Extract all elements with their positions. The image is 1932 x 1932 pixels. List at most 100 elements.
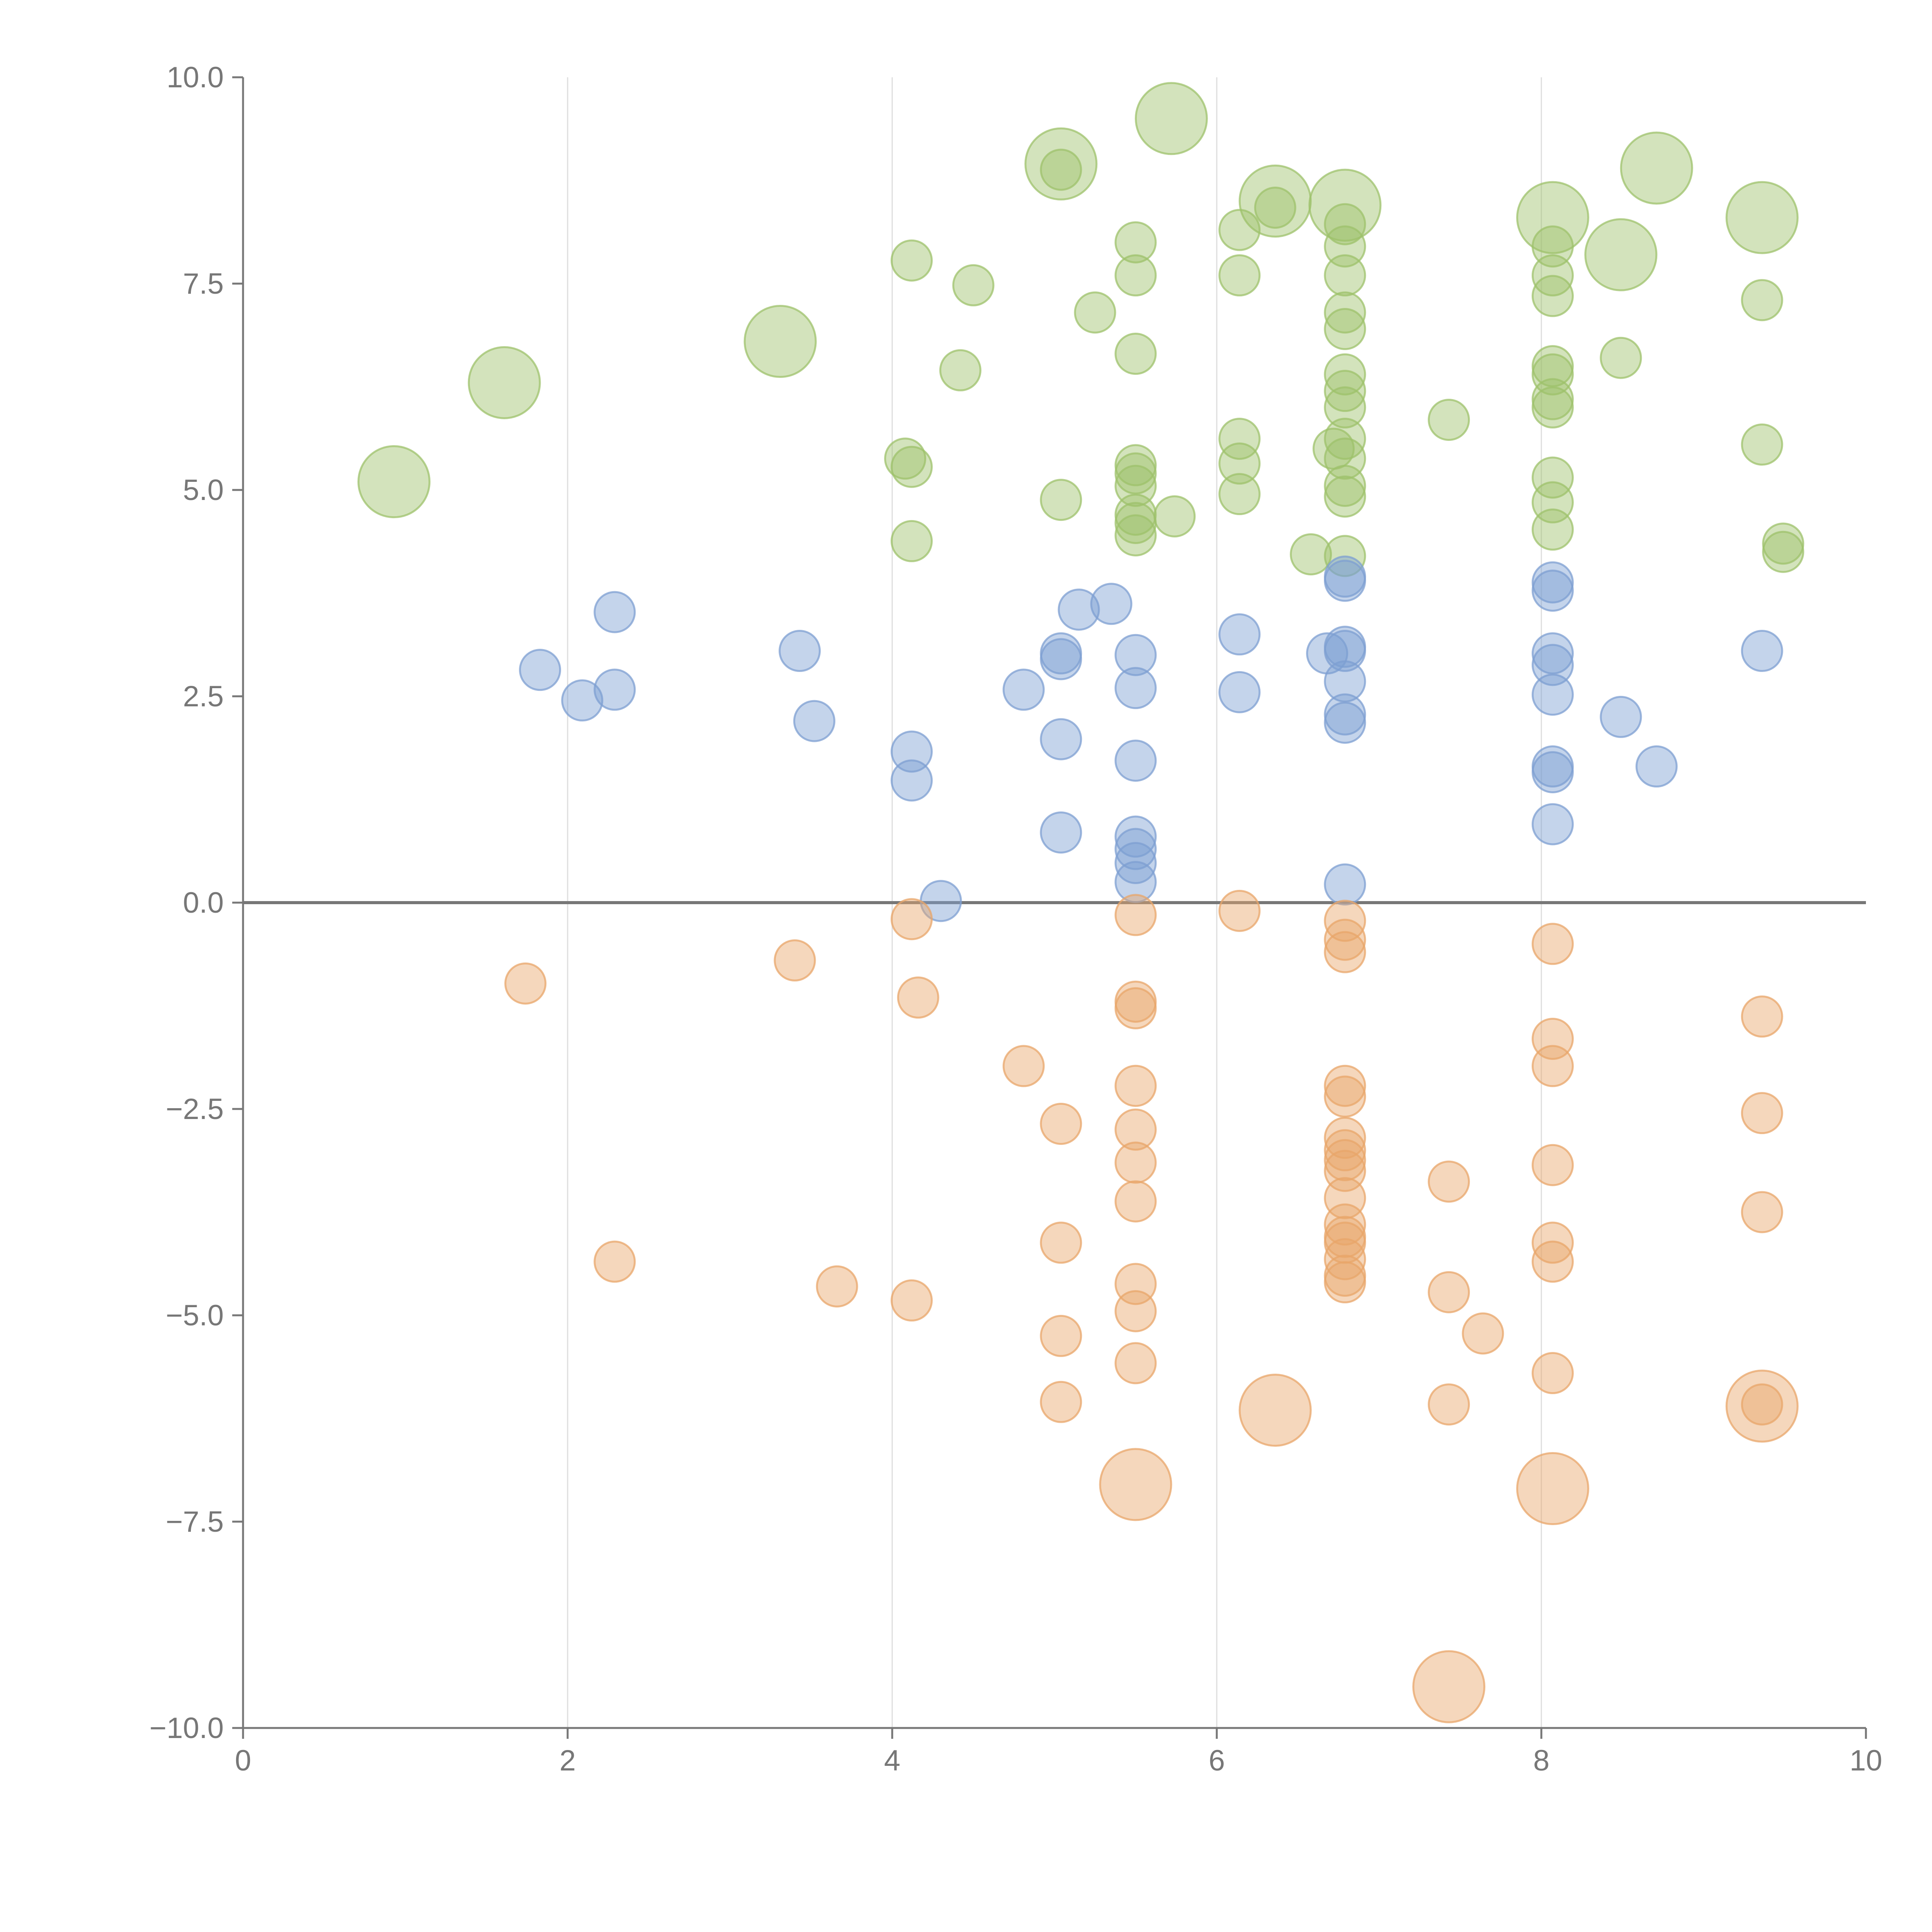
- point-green-52: [1531, 225, 1574, 268]
- point-orange-28: [1324, 900, 1366, 942]
- point-blue-5: [793, 700, 835, 742]
- point-green-0: [357, 445, 431, 519]
- point-green-59: [1531, 456, 1574, 499]
- y-tick-label-5: −2.5: [166, 1093, 224, 1126]
- point-green-12: [952, 264, 995, 306]
- point-blue-36: [1531, 632, 1574, 675]
- point-green-51: [1428, 398, 1470, 441]
- point-green-13: [939, 349, 981, 391]
- point-blue-20: [1114, 828, 1157, 870]
- point-orange-13: [1040, 1102, 1082, 1145]
- point-green-34: [1218, 473, 1261, 515]
- point-blue-27: [1324, 560, 1366, 602]
- point-orange-15: [1040, 1315, 1082, 1357]
- point-green-3: [1024, 127, 1098, 201]
- point-blue-30: [1324, 660, 1366, 703]
- point-orange-53: [1531, 1240, 1574, 1283]
- y-tick-label-8: −10.0: [150, 1712, 224, 1745]
- point-orange-2: [1412, 1650, 1486, 1723]
- point-blue-35: [1531, 570, 1574, 612]
- point-green-22: [1114, 333, 1157, 375]
- data-points: [357, 82, 1804, 1723]
- point-green-19: [1074, 291, 1116, 334]
- point-orange-0: [1099, 1448, 1172, 1521]
- point-blue-6: [890, 730, 933, 773]
- point-green-17: [1040, 148, 1082, 191]
- point-green-31: [1218, 254, 1261, 297]
- y-tick-label-3: 2.5: [183, 680, 224, 713]
- point-orange-35: [1324, 1139, 1366, 1181]
- point-green-38: [1324, 203, 1366, 245]
- point-blue-4: [779, 630, 821, 672]
- point-blue-23: [1218, 613, 1261, 656]
- point-orange-47: [1462, 1312, 1504, 1355]
- point-orange-23: [1114, 1180, 1157, 1223]
- x-tick-label-3: 6: [1209, 1744, 1225, 1777]
- point-orange-10: [897, 976, 939, 1019]
- point-blue-2: [594, 591, 636, 633]
- point-green-1: [468, 346, 541, 419]
- point-blue-32: [1324, 701, 1366, 744]
- point-blue-41: [1531, 803, 1574, 845]
- point-blue-7: [890, 759, 933, 802]
- point-green-44: [1324, 370, 1366, 412]
- x-tick-label-1: 2: [560, 1744, 576, 1777]
- point-orange-56: [1741, 1092, 1783, 1134]
- point-green-20: [1114, 221, 1157, 264]
- point-orange-58: [1741, 1383, 1783, 1426]
- point-orange-43: [1324, 1261, 1366, 1304]
- point-blue-38: [1531, 673, 1574, 716]
- y-tick-label-1: 7.5: [183, 267, 224, 300]
- point-orange-9: [890, 898, 933, 940]
- point-blue-13: [1040, 811, 1082, 854]
- point-orange-38: [1324, 1203, 1366, 1246]
- point-orange-51: [1531, 1144, 1574, 1186]
- point-orange-52: [1531, 1221, 1574, 1264]
- point-blue-18: [1114, 740, 1157, 782]
- point-blue-17: [1114, 667, 1157, 709]
- point-orange-57: [1741, 1191, 1783, 1233]
- point-orange-30: [1324, 931, 1366, 973]
- point-blue-44: [1741, 630, 1783, 672]
- point-blue-22: [1114, 861, 1157, 903]
- point-orange-1: [1238, 1374, 1312, 1447]
- point-orange-5: [504, 962, 547, 1005]
- point-blue-14: [1058, 588, 1100, 631]
- point-orange-4: [1725, 1369, 1799, 1443]
- grid-lines: [243, 77, 1866, 1728]
- x-tick-label-2: 4: [884, 1744, 900, 1777]
- point-orange-46: [1428, 1383, 1470, 1426]
- point-orange-12: [1002, 1045, 1045, 1087]
- point-orange-17: [1114, 894, 1157, 936]
- point-blue-1: [561, 679, 604, 722]
- point-orange-55: [1741, 995, 1783, 1038]
- point-green-54: [1531, 275, 1574, 317]
- x-tick-label-5: 10: [1850, 1744, 1883, 1777]
- point-orange-27: [1218, 889, 1261, 932]
- point-blue-3: [594, 668, 636, 711]
- point-orange-6: [594, 1240, 636, 1283]
- point-green-40: [1324, 254, 1366, 297]
- point-orange-25: [1114, 1290, 1157, 1332]
- point-orange-7: [774, 939, 816, 982]
- point-green-45: [1324, 386, 1366, 429]
- point-green-62: [1600, 337, 1642, 379]
- point-orange-21: [1114, 1108, 1157, 1151]
- point-green-14: [884, 437, 927, 480]
- point-green-58: [1531, 386, 1574, 429]
- point-green-64: [1741, 423, 1783, 466]
- point-green-61: [1531, 509, 1574, 551]
- point-green-36: [1290, 533, 1332, 576]
- point-green-30: [1218, 209, 1261, 251]
- point-green-6: [1308, 168, 1382, 242]
- point-green-29: [1153, 495, 1196, 537]
- point-orange-41: [1324, 1238, 1366, 1281]
- point-blue-0: [519, 649, 561, 691]
- point-green-10: [1725, 181, 1799, 254]
- y-tick-label-4: 0.0: [183, 886, 224, 919]
- point-orange-11: [890, 1279, 933, 1322]
- point-green-43: [1324, 353, 1366, 396]
- point-green-63: [1741, 279, 1783, 321]
- point-orange-16: [1040, 1381, 1082, 1423]
